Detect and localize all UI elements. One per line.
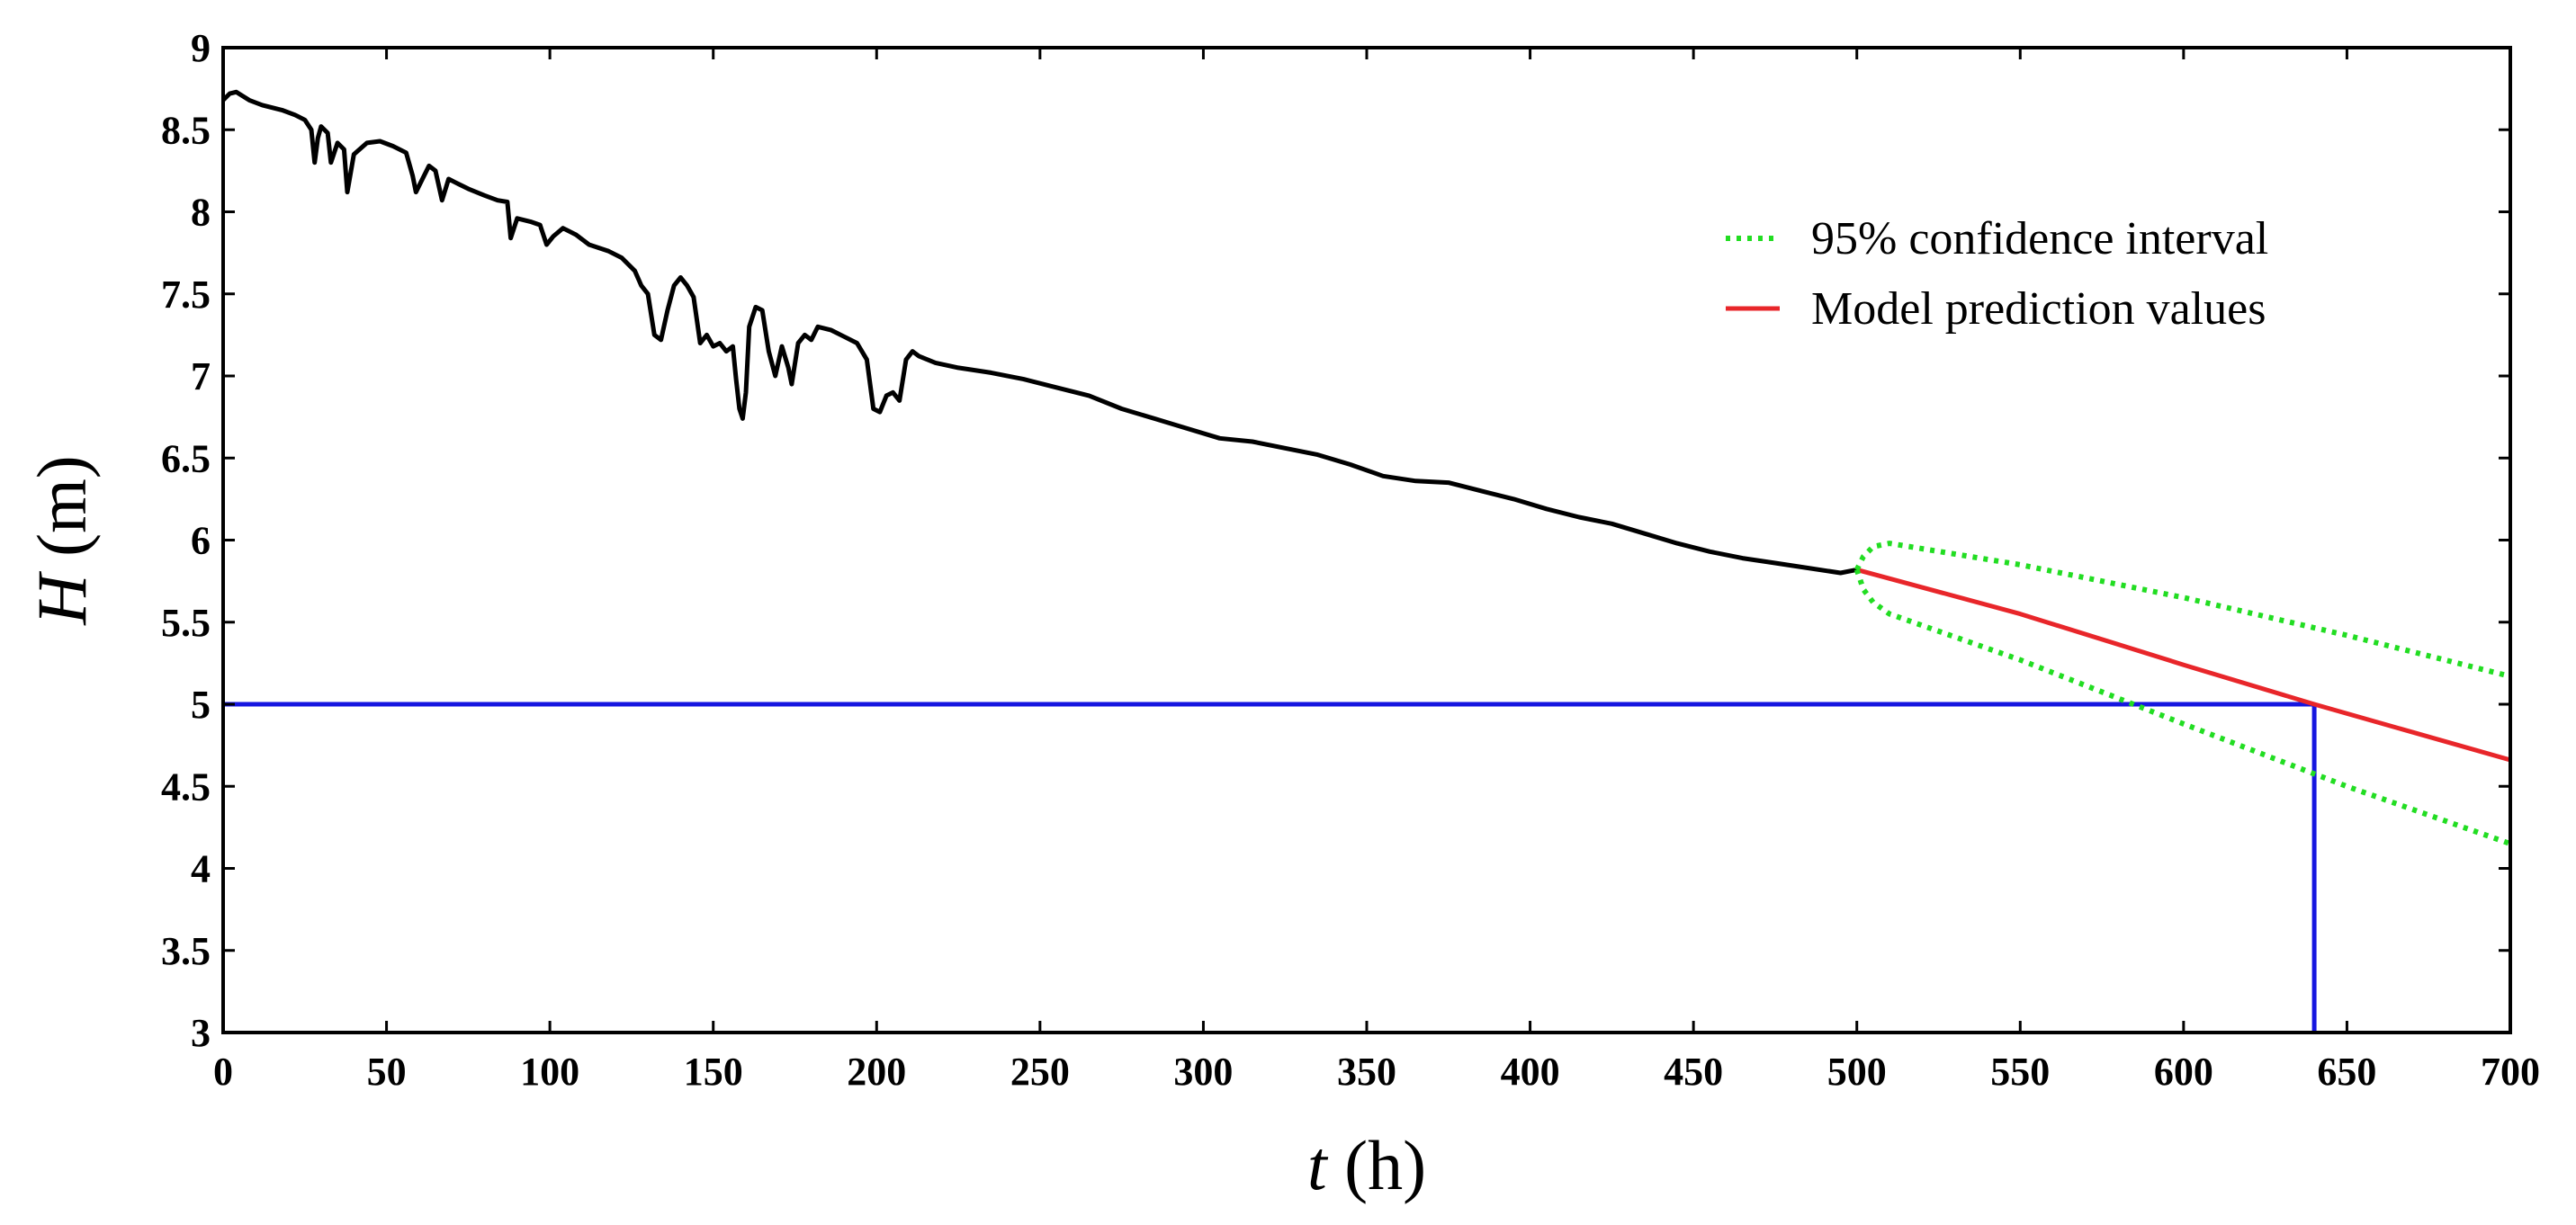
- y-tick-label: 7: [191, 354, 211, 398]
- x-tick-label: 350: [1337, 1050, 1396, 1094]
- x-axis-label-unit: (h): [1344, 1126, 1426, 1204]
- x-tick-label: 100: [520, 1050, 579, 1094]
- plot-frame: [221, 46, 2512, 1034]
- x-tick-label: 250: [1010, 1050, 1070, 1094]
- y-axis-label: H (m): [22, 455, 101, 625]
- y-tick-label: 4.5: [161, 765, 211, 809]
- x-tick-label: 600: [2154, 1050, 2213, 1094]
- series-line-1: [1856, 567, 2510, 763]
- y-tick-label: 5.5: [161, 601, 211, 645]
- series-line-3: [1853, 568, 2510, 846]
- y-tick-label: 7.5: [161, 273, 211, 317]
- y-axis-label-unit: (m): [22, 455, 101, 557]
- x-tick-label: 450: [1664, 1050, 1723, 1094]
- legend: 95% confidence interval Model prediction …: [1726, 213, 2268, 335]
- y-axis-label-variable: H: [22, 571, 101, 626]
- y-tick-label: 8: [191, 191, 211, 235]
- y-tick-label: 9: [191, 26, 211, 70]
- x-tick-label: 200: [847, 1050, 906, 1094]
- x-tick-label: 650: [2317, 1050, 2376, 1094]
- axis-ticks: 0 50 100 150 200 250 300 350 400 450 500 550 600 650 7…: [161, 26, 2540, 1094]
- y-tick-label: 6: [191, 519, 211, 563]
- x-tick-label: 550: [1990, 1050, 2050, 1094]
- y-tick-label: 3.5: [161, 929, 211, 973]
- x-tick-label: 150: [684, 1050, 743, 1094]
- x-tick-label: 50: [367, 1050, 407, 1094]
- y-tick-label: 5: [191, 683, 211, 727]
- legend-label: Model prediction values: [1811, 283, 2266, 335]
- plot-marks: [223, 89, 2510, 1033]
- y-tick-label: 3: [191, 1011, 211, 1055]
- y-tick-label: 8.5: [161, 108, 211, 152]
- x-tick-label: 400: [1501, 1050, 1560, 1094]
- legend-label: 95% confidence interval: [1811, 213, 2268, 264]
- y-tick-label: 4: [191, 847, 211, 891]
- x-axis-label-variable: t: [1307, 1126, 1329, 1204]
- x-tick-label: 300: [1173, 1050, 1233, 1094]
- series-line-0: [223, 89, 1858, 576]
- y-tick-label: 6.5: [161, 436, 211, 480]
- x-tick-label: 700: [2481, 1050, 2540, 1094]
- x-axis-label: t (h): [1307, 1126, 1426, 1204]
- x-tick-label: 0: [213, 1050, 233, 1094]
- series-line-2: [1854, 541, 2510, 679]
- x-tick-label: 500: [1827, 1050, 1887, 1094]
